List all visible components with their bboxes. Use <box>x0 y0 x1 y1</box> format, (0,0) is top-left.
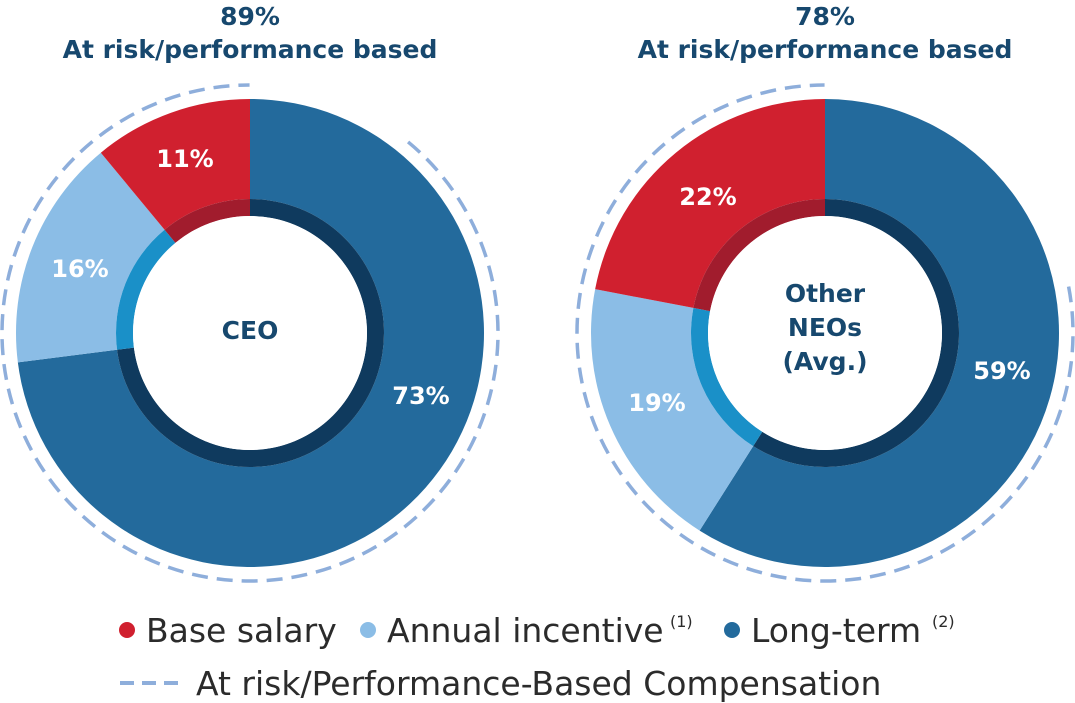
donut-hole <box>708 216 942 450</box>
legend-dashed-label: At risk/Performance-Based Compensation <box>196 664 881 703</box>
slice-label-longterm: 59% <box>973 357 1030 385</box>
ceo-donut: 73% 16% 11% CEO 89% At risk/performance based <box>0 2 500 583</box>
legend-footnote-annual: (1) <box>670 612 693 631</box>
at-risk-dashed-arc <box>0 83 500 583</box>
center-label: Other <box>785 279 866 308</box>
inner-ring-annual <box>116 229 176 350</box>
inner-ring-base <box>164 199 250 243</box>
slice-annual <box>591 289 754 531</box>
header-label: At risk/performance based <box>63 35 438 64</box>
inner-ring-longterm <box>753 199 960 468</box>
other-neos-donut: 59% 19% 22% Other NEOs (Avg.) 78% At risk/perfo… <box>575 2 1075 583</box>
center-label: (Avg.) <box>783 347 868 376</box>
at-risk-dashed-arc <box>575 83 1075 583</box>
slice-label-annual: 16% <box>51 255 108 283</box>
header-percent: 89% <box>220 2 280 31</box>
slice-label-base: 22% <box>679 183 736 211</box>
legend-row-series: Base salary Annual incentive (1) Long-term (… <box>119 611 955 650</box>
legend-label-base: Base salary <box>146 611 337 650</box>
legend-marker-base <box>119 622 135 638</box>
center-label: NEOs <box>788 313 862 342</box>
legend-label-longterm: Long-term <box>751 611 921 650</box>
slice-base <box>100 99 250 230</box>
inner-ring-annual <box>691 307 763 447</box>
header-percent: 78% <box>795 2 855 31</box>
center-label: CEO <box>222 316 279 345</box>
header-label: At risk/performance based <box>638 35 1013 64</box>
legend-marker-annual <box>360 622 376 638</box>
legend: Base salary Annual incentive (1) Long-term (… <box>119 611 955 703</box>
slice-annual <box>15 152 165 363</box>
slice-base <box>595 99 825 308</box>
legend-footnote-longterm: (2) <box>932 612 955 631</box>
legend-label-annual: Annual incentive <box>387 611 664 650</box>
slice-label-base: 11% <box>156 145 213 173</box>
slice-label-longterm: 73% <box>392 382 449 410</box>
inner-ring-base <box>693 199 825 312</box>
slice-longterm <box>17 99 485 568</box>
slice-label-annual: 19% <box>628 389 685 417</box>
donut-hole <box>133 216 367 450</box>
legend-marker-longterm <box>724 622 740 638</box>
slice-longterm <box>699 99 1059 567</box>
